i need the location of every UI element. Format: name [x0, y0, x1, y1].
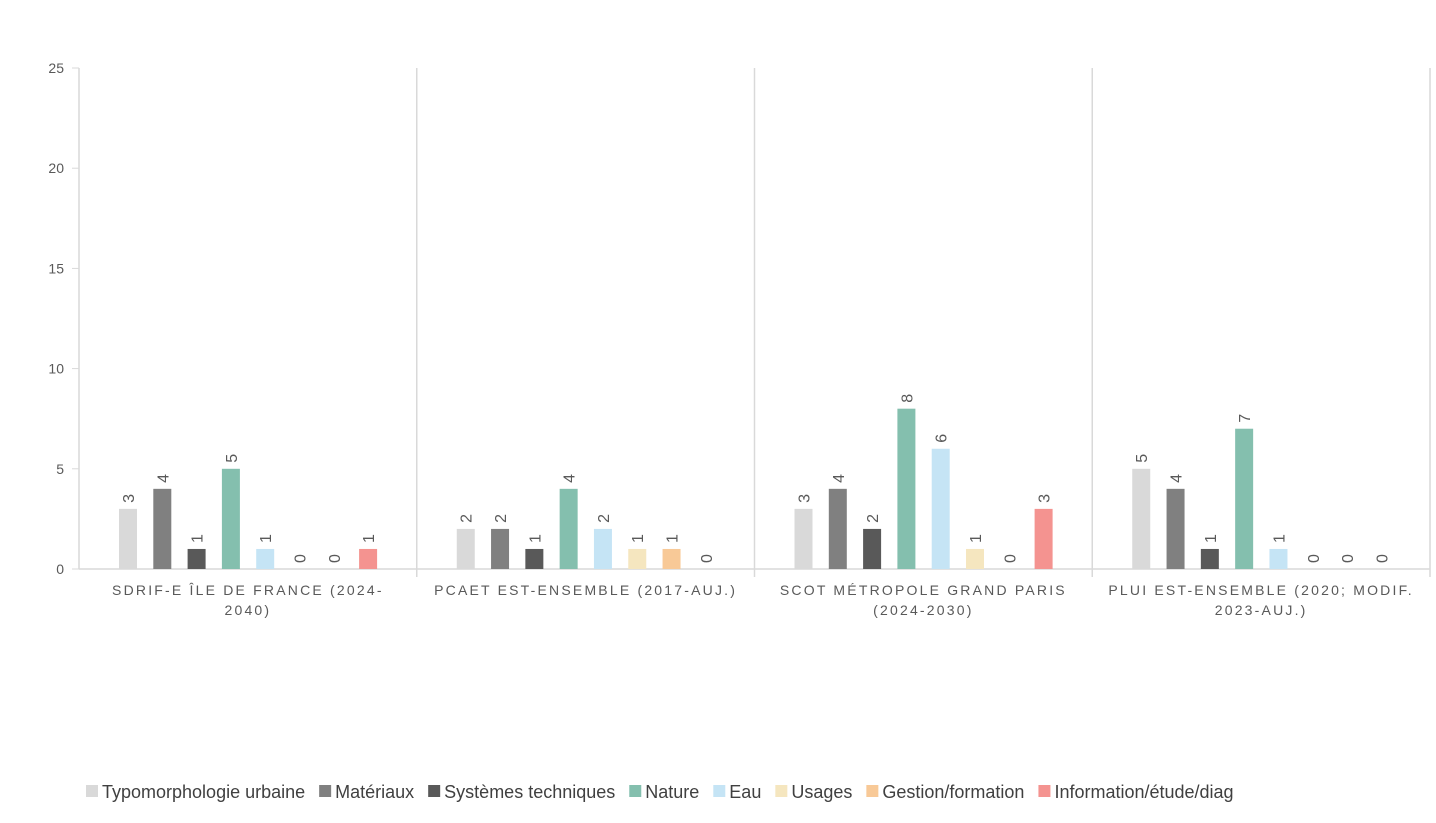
legend-swatch: [428, 785, 441, 797]
legend-label: Typomorphologie urbaine: [102, 782, 305, 802]
category-label: 2040): [224, 602, 271, 618]
data-label: 1: [190, 534, 207, 543]
y-tick-label: 0: [56, 561, 64, 577]
bar: [863, 528, 882, 569]
data-label: 0: [327, 554, 344, 563]
category-label: PLUI EST-ENSEMBLE (2020; MODIF.: [1108, 582, 1414, 598]
bar: [221, 468, 240, 569]
data-label: 5: [224, 454, 241, 463]
data-label: 1: [630, 534, 647, 543]
bar: [525, 548, 544, 569]
legend-swatch: [629, 785, 642, 797]
bar: [1034, 508, 1053, 569]
data-label: 0: [1340, 554, 1357, 563]
bar: [1132, 468, 1151, 569]
legend-swatch: [866, 785, 879, 797]
data-label: 0: [1306, 554, 1323, 563]
y-tick-label: 20: [48, 160, 64, 176]
data-label: 0: [699, 554, 716, 563]
bar: [593, 528, 612, 569]
data-label: 1: [1203, 534, 1220, 543]
bar: [966, 548, 984, 569]
data-label: 3: [121, 494, 138, 503]
category-label: SDRIF-E ÎLE DE FRANCE (2024-: [112, 582, 384, 598]
data-label: 4: [831, 474, 848, 483]
data-label: 0: [1374, 554, 1391, 563]
data-label: 8: [899, 394, 916, 403]
data-label: 2: [865, 514, 882, 523]
legend-label: Usages: [791, 782, 852, 802]
data-label: 0: [1002, 554, 1019, 563]
data-label: 4: [155, 474, 172, 483]
data-label: 5: [1134, 454, 1151, 463]
category-label: 2023-AUJ.): [1215, 602, 1308, 618]
legend-swatch: [713, 785, 726, 797]
y-tick-label: 25: [48, 60, 64, 76]
y-tick-label: 5: [56, 461, 64, 477]
data-label: 1: [527, 534, 544, 543]
bar: [931, 448, 950, 569]
legend-label: Eau: [729, 782, 761, 802]
bar: [628, 548, 647, 569]
data-label: 1: [665, 534, 682, 543]
bar: [559, 488, 578, 569]
y-tick-label: 15: [48, 260, 64, 276]
data-label: 3: [797, 494, 814, 503]
data-label: 2: [596, 514, 613, 523]
legend-label: Nature: [645, 782, 699, 802]
bar: [256, 548, 275, 569]
bar: [456, 528, 475, 569]
data-label: 4: [562, 474, 579, 483]
legend-label: Systèmes techniques: [444, 782, 615, 802]
y-tick-label: 10: [48, 361, 64, 377]
bar: [1269, 548, 1288, 569]
data-label: 7: [1237, 414, 1254, 423]
bar: [1200, 548, 1219, 569]
legend-swatch: [1038, 785, 1051, 797]
category-label: PCAET EST-ENSEMBLE (2017-AUJ.): [434, 582, 737, 598]
data-label: 1: [1271, 534, 1288, 543]
category-label: SCOT MÉTROPOLE GRAND PARIS: [780, 582, 1067, 598]
legend-swatch: [86, 785, 98, 797]
bar: [491, 528, 510, 569]
data-label: 1: [361, 534, 378, 543]
bar: [794, 508, 813, 569]
bar: [359, 548, 378, 569]
bar: [897, 408, 916, 569]
bar: [1235, 428, 1254, 569]
data-label: 4: [1169, 474, 1186, 483]
category-label: (2024-2030): [873, 602, 973, 618]
legend-label: Information/étude/diag: [1054, 782, 1233, 802]
data-label: 6: [934, 434, 951, 443]
data-label: 1: [258, 534, 275, 543]
bar: [1166, 488, 1185, 569]
legend-label: Matériaux: [335, 782, 414, 802]
legend-swatch: [775, 785, 788, 797]
bar: [119, 508, 137, 569]
legend-swatch: [319, 785, 332, 797]
data-label: 2: [459, 514, 476, 523]
bar: [828, 488, 847, 569]
legend-label: Gestion/formation: [882, 782, 1024, 802]
data-label: 1: [968, 534, 985, 543]
bar: [187, 548, 206, 569]
data-label: 2: [493, 514, 510, 523]
data-label: 0: [293, 554, 310, 563]
bar: [662, 548, 681, 569]
bar: [153, 488, 172, 569]
data-label: 3: [1037, 494, 1054, 503]
